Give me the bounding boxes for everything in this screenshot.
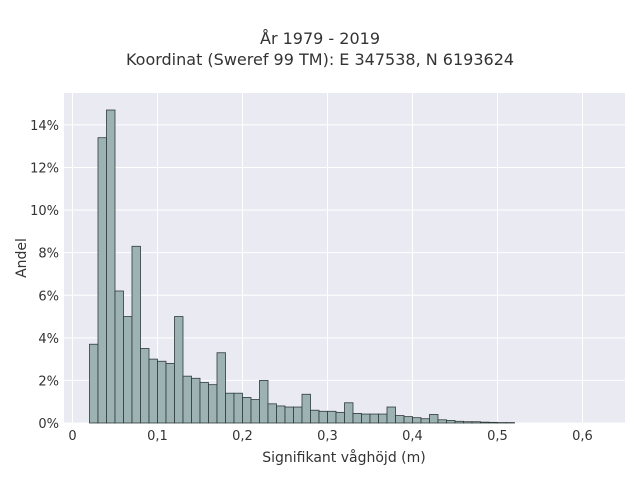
histogram-bar: [345, 403, 354, 423]
y-tick-label: 2%: [38, 374, 59, 389]
y-axis-ticks: 0% 2% 4% 6% 8% 10% 12% 14%: [30, 119, 59, 432]
histogram-bar: [90, 344, 99, 423]
histogram-bar: [98, 138, 107, 423]
histogram-bar: [124, 317, 133, 423]
histogram-bar: [311, 410, 320, 423]
x-tick-label: 0,3: [317, 429, 338, 444]
histogram-bar: [200, 383, 209, 423]
histogram-bar: [481, 422, 490, 423]
histogram-bar: [277, 406, 286, 423]
histogram-bar: [489, 422, 498, 423]
y-tick-label: 12%: [30, 162, 59, 177]
x-tick-label: 0: [68, 429, 76, 444]
histogram-bar: [430, 414, 439, 423]
histogram-bar: [192, 378, 201, 423]
histogram-bar: [285, 407, 294, 423]
x-axis-label: Signifikant våghöjd (m): [262, 449, 425, 466]
x-tick-label: 0,5: [487, 429, 508, 444]
histogram-bar: [396, 416, 405, 423]
histogram-bar: [328, 411, 337, 423]
y-tick-label: 14%: [30, 119, 59, 134]
histogram-bar: [175, 317, 184, 423]
y-axis-label: Andel: [14, 238, 30, 278]
chart-subtitle: Koordinat (Sweref 99 TM): E 347538, N 61…: [0, 50, 640, 69]
histogram-bar: [149, 359, 158, 423]
histogram-bar: [183, 376, 192, 423]
x-tick-label: 0,1: [147, 429, 168, 444]
histogram-bar: [115, 291, 124, 423]
histogram-bar: [464, 422, 473, 423]
histogram-bar: [209, 385, 218, 423]
histogram-bar: [379, 414, 388, 423]
histogram-bar: [404, 417, 413, 423]
histogram-bar: [336, 412, 345, 423]
x-tick-label: 0,2: [232, 429, 253, 444]
histogram-bar: [166, 363, 175, 423]
histogram-bar: [251, 400, 260, 423]
y-tick-label: 0%: [38, 417, 59, 432]
histogram-bar: [132, 246, 141, 423]
histogram-bar: [472, 422, 481, 423]
histogram-bar: [158, 361, 167, 423]
histogram-bar: [243, 397, 252, 423]
histogram-bar: [234, 393, 243, 423]
histogram-bar: [438, 420, 447, 423]
histogram-bar: [226, 393, 235, 423]
x-tick-label: 0,4: [402, 429, 423, 444]
histogram-bar: [107, 110, 116, 423]
y-tick-label: 10%: [30, 204, 59, 219]
histogram-bar: [319, 411, 328, 423]
histogram-bar: [370, 414, 379, 423]
y-tick-label: 6%: [38, 289, 59, 304]
y-tick-label: 8%: [38, 247, 59, 262]
histogram-bar: [387, 407, 396, 423]
histogram-bar: [302, 394, 311, 423]
histogram-bar: [260, 380, 269, 423]
x-tick-label: 0,6: [572, 429, 593, 444]
y-tick-label: 4%: [38, 332, 59, 347]
histogram-bar: [421, 419, 430, 423]
histogram-bar: [455, 421, 464, 423]
histogram-bar: [353, 413, 362, 423]
histogram-bar: [294, 407, 303, 423]
x-axis-ticks: 0 0,1 0,2 0,3 0,4 0,5 0,6: [68, 429, 592, 444]
histogram-bar: [141, 348, 150, 423]
chart-title: År 1979 - 2019: [0, 29, 640, 48]
histogram-bar: [362, 414, 371, 423]
histogram-bar: [413, 418, 422, 423]
histogram-bar: [217, 353, 226, 423]
histogram-bar: [268, 404, 277, 423]
histogram-bar: [447, 420, 456, 423]
